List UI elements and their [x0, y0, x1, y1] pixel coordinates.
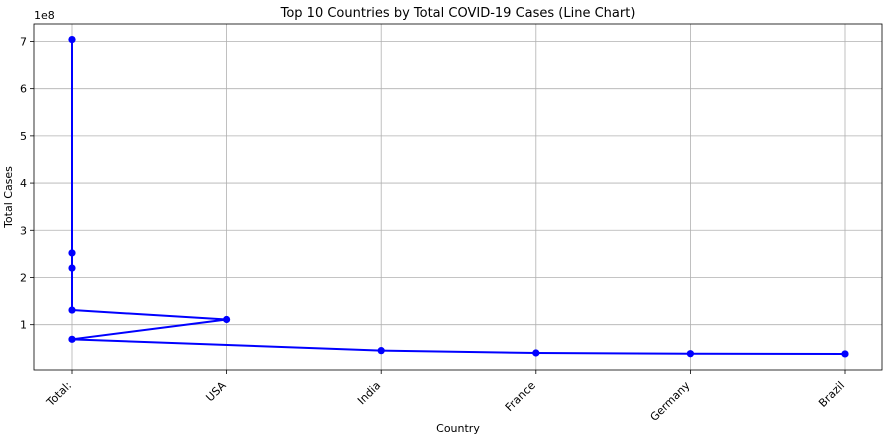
y-tick-label: 6 — [20, 83, 27, 96]
data-point — [687, 350, 694, 357]
data-point — [378, 347, 385, 354]
y-tick-label: 2 — [20, 271, 27, 284]
data-point — [68, 249, 75, 256]
data-point — [68, 264, 75, 271]
y-tick-label: 3 — [20, 224, 27, 237]
y-tick-label: 5 — [20, 130, 27, 143]
data-point — [841, 350, 848, 357]
data-point — [68, 36, 75, 43]
data-point — [68, 336, 75, 343]
y-axis-label: Total Cases — [2, 166, 15, 229]
y-tick-label: 4 — [20, 177, 27, 190]
data-point — [532, 349, 539, 356]
data-point — [223, 316, 230, 323]
data-point — [68, 306, 75, 313]
y-tick-label: 1 — [20, 319, 27, 332]
y-tick-label: 7 — [20, 35, 27, 48]
y-offset-label: 1e8 — [34, 9, 55, 22]
x-axis-label: Country — [436, 422, 480, 435]
chart-title: Top 10 Countries by Total COVID-19 Cases… — [280, 6, 636, 21]
